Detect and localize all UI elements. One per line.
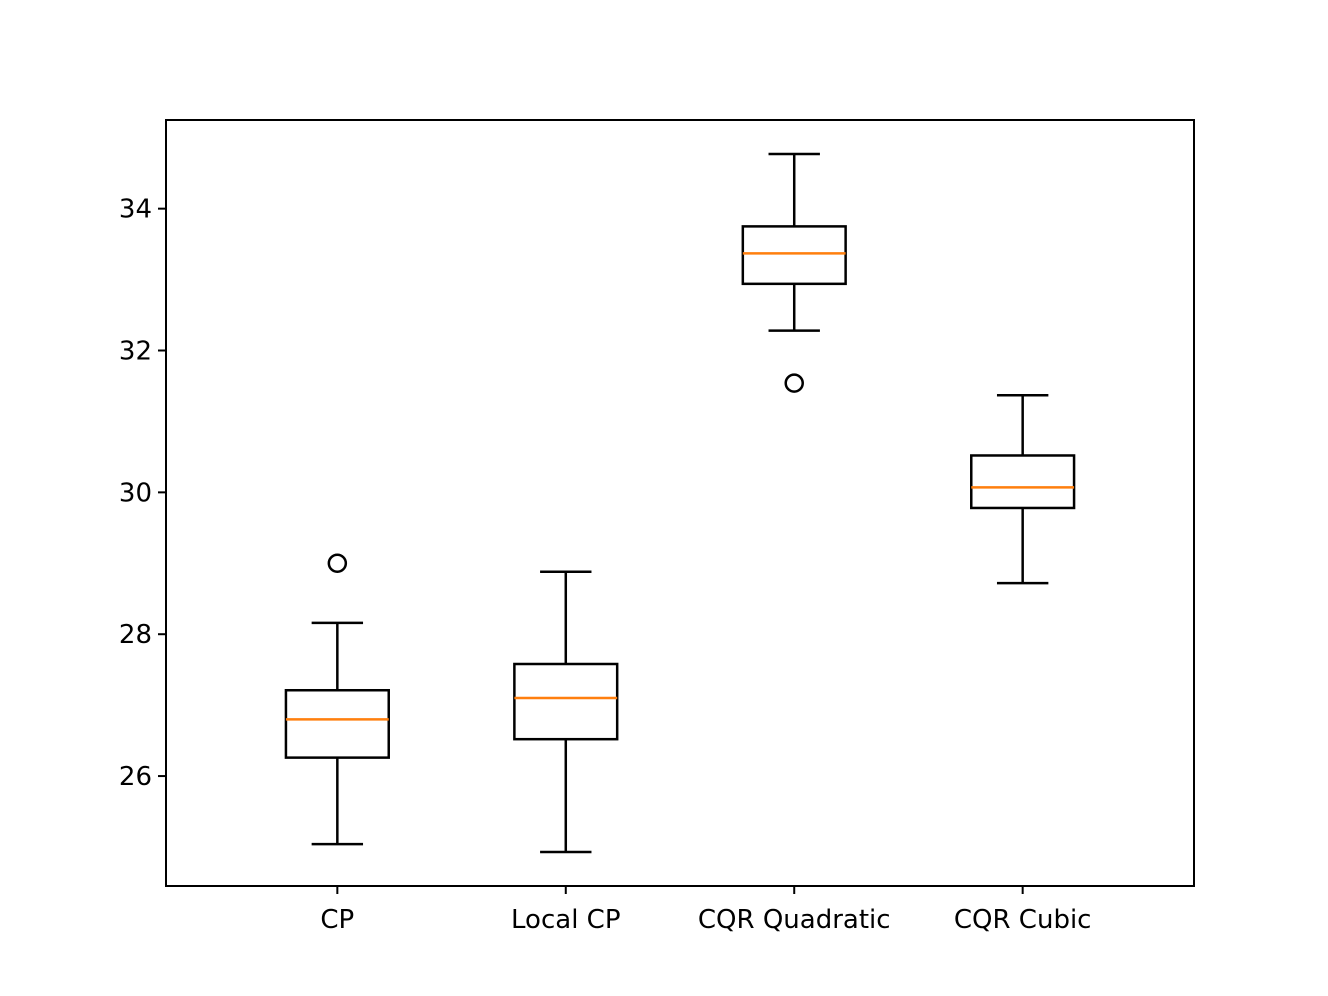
x-tick-label: CQR Cubic [954, 905, 1092, 935]
box-2 [513, 570, 619, 854]
outlier-point [327, 553, 348, 574]
plot-area-frame [165, 119, 1195, 887]
iqr-box [513, 662, 619, 741]
y-tick-label: 34 [119, 195, 152, 225]
x-tick-label: Local CP [511, 905, 620, 935]
box-4 [970, 393, 1076, 585]
plot-layer [284, 152, 1076, 854]
iqr-box [741, 225, 847, 286]
box-3 [741, 152, 847, 393]
box-1 [284, 553, 390, 846]
y-tick-label: 26 [119, 762, 152, 792]
axis-layer: 26 28 30 32 34 CP Local CP CQR Quadratic CQR Cub… [119, 195, 1092, 935]
y-tick-label: 32 [119, 337, 152, 367]
y-tick-label: 30 [119, 478, 152, 508]
x-tick-label: CP [320, 905, 354, 935]
outlier-point [784, 373, 804, 393]
iqr-box [284, 688, 390, 759]
x-tick-label: CQR Quadratic [698, 905, 891, 935]
iqr-box [970, 454, 1076, 510]
y-tick-label: 28 [119, 620, 152, 650]
